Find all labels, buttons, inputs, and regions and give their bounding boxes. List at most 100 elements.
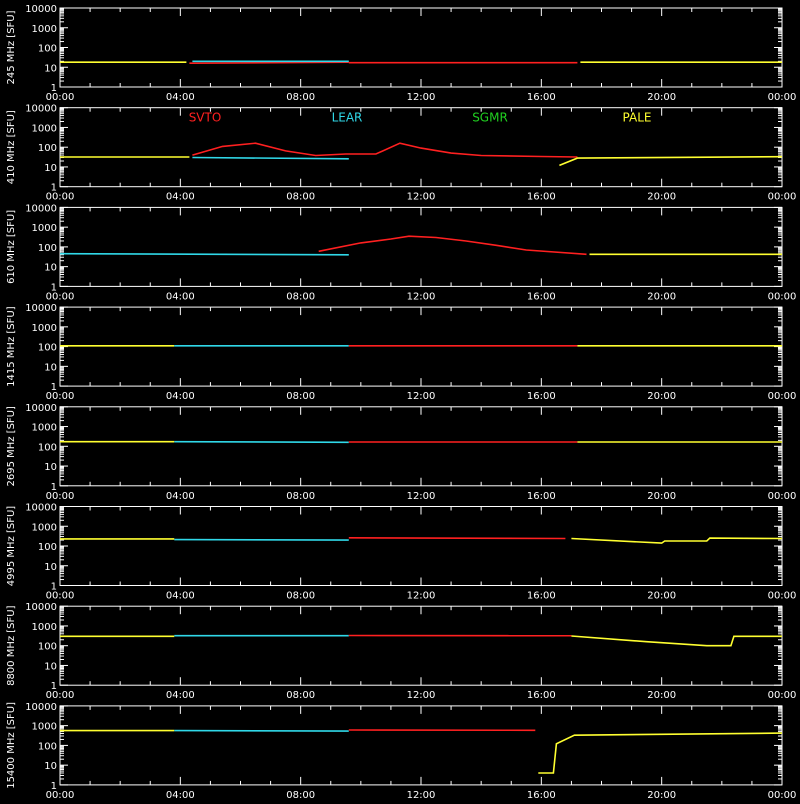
x-tick-label: 00:00: [768, 690, 797, 701]
x-tick-label: 04:00: [166, 291, 195, 302]
legend-svto: SVTO: [189, 111, 222, 125]
x-tick-label: 00:00: [768, 92, 797, 103]
x-tick-label: 00:00: [46, 192, 75, 203]
y-tick-label: 1000: [32, 722, 57, 733]
x-tick-label: 12:00: [407, 491, 436, 502]
panel-frame: [60, 606, 782, 685]
x-tick-label: 16:00: [527, 92, 556, 103]
y-tick-label: 1000: [32, 522, 57, 533]
x-tick-label: 04:00: [166, 591, 195, 602]
y-axis-label: 245 MHz [SFU]: [6, 10, 17, 84]
y-axis-label: 610 MHz [SFU]: [6, 210, 17, 284]
x-tick-label: 12:00: [407, 192, 436, 203]
x-tick-label: 04:00: [166, 690, 195, 701]
y-tick-label: 100: [38, 642, 57, 653]
y-tick-label: 10: [44, 362, 57, 373]
y-tick-label: 10000: [25, 403, 57, 414]
y-tick-label: 10: [44, 661, 57, 672]
x-tick-label: 12:00: [407, 92, 436, 103]
x-tick-label: 00:00: [46, 690, 75, 701]
y-tick-label: 1000: [32, 622, 57, 633]
y-tick-label: 100: [38, 143, 57, 154]
x-tick-label: 08:00: [286, 690, 315, 701]
x-tick-label: 16:00: [527, 192, 556, 203]
series-line-pale: [571, 538, 782, 543]
y-axis-label: 410 MHz [SFU]: [6, 110, 17, 184]
x-tick-label: 00:00: [768, 491, 797, 502]
y-tick-label: 10: [44, 63, 57, 74]
x-tick-label: 00:00: [768, 591, 797, 602]
series-line-pale: [538, 733, 782, 773]
y-tick-label: 10: [44, 263, 57, 274]
series-line-lear: [192, 158, 348, 159]
y-tick-label: 10000: [25, 602, 57, 613]
y-axis-label: 1415 MHz [SFU]: [6, 306, 17, 387]
panel-frame: [60, 507, 782, 586]
series-line-lear: [174, 731, 348, 732]
y-tick-label: 1000: [32, 123, 57, 134]
x-tick-label: 04:00: [166, 790, 195, 800]
x-tick-label: 16:00: [527, 591, 556, 602]
x-tick-label: 00:00: [768, 391, 797, 402]
x-tick-label: 20:00: [647, 491, 676, 502]
x-tick-label: 16:00: [527, 391, 556, 402]
x-tick-label: 12:00: [407, 790, 436, 800]
x-tick-label: 00:00: [46, 491, 75, 502]
series-line-lear: [174, 442, 348, 443]
y-tick-label: 1000: [32, 323, 57, 334]
y-tick-label: 100: [38, 442, 57, 453]
legend-lear: LEAR: [332, 111, 363, 125]
x-tick-label: 12:00: [407, 591, 436, 602]
panel-frame: [60, 706, 782, 785]
y-tick-label: 10: [44, 562, 57, 573]
y-tick-label: 100: [38, 542, 57, 553]
x-tick-label: 08:00: [286, 591, 315, 602]
x-tick-label: 04:00: [166, 391, 195, 402]
y-tick-label: 10: [44, 163, 57, 174]
x-tick-label: 16:00: [527, 790, 556, 800]
panel-frame: [60, 108, 782, 187]
series-line-svto: [192, 143, 577, 157]
x-tick-label: 12:00: [407, 690, 436, 701]
x-tick-label: 00:00: [768, 790, 797, 800]
y-tick-label: 10000: [25, 303, 57, 314]
x-tick-label: 20:00: [647, 690, 676, 701]
x-tick-label: 08:00: [286, 391, 315, 402]
x-tick-label: 20:00: [647, 291, 676, 302]
x-tick-label: 20:00: [647, 391, 676, 402]
y-tick-label: 100: [38, 741, 57, 752]
x-tick-label: 20:00: [647, 591, 676, 602]
legend-sgmr: SGMR: [472, 111, 508, 125]
y-tick-label: 10: [44, 462, 57, 473]
x-tick-label: 00:00: [768, 291, 797, 302]
x-tick-label: 12:00: [407, 391, 436, 402]
panel-frame: [60, 207, 782, 286]
x-tick-label: 00:00: [46, 591, 75, 602]
y-axis-label: 15400 MHz [SFU]: [6, 702, 17, 789]
x-tick-label: 16:00: [527, 491, 556, 502]
x-tick-label: 20:00: [647, 790, 676, 800]
y-axis-label: 8800 MHz [SFU]: [6, 605, 17, 686]
y-tick-label: 100: [38, 243, 57, 254]
series-line-svto: [319, 236, 587, 254]
x-tick-label: 00:00: [768, 192, 797, 203]
x-tick-label: 04:00: [166, 491, 195, 502]
x-tick-label: 00:00: [46, 790, 75, 800]
series-line-pale: [559, 157, 782, 166]
y-tick-label: 1000: [32, 223, 57, 234]
panel-frame: [60, 407, 782, 486]
x-tick-label: 08:00: [286, 192, 315, 203]
series-line-lear: [60, 254, 349, 255]
x-tick-label: 00:00: [46, 291, 75, 302]
x-tick-label: 00:00: [46, 92, 75, 103]
y-tick-label: 100: [38, 44, 57, 55]
panel-frame: [60, 8, 782, 87]
series-line-svto: [349, 538, 566, 539]
x-tick-label: 20:00: [647, 192, 676, 203]
panel-frame: [60, 307, 782, 386]
y-axis-label: 4995 MHz [SFU]: [6, 506, 17, 587]
x-tick-label: 16:00: [527, 291, 556, 302]
legend-pale: PALE: [623, 111, 652, 125]
